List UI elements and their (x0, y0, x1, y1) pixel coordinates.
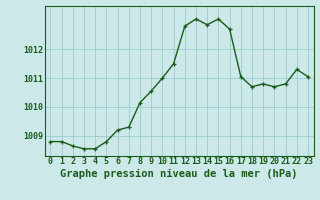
X-axis label: Graphe pression niveau de la mer (hPa): Graphe pression niveau de la mer (hPa) (60, 169, 298, 179)
